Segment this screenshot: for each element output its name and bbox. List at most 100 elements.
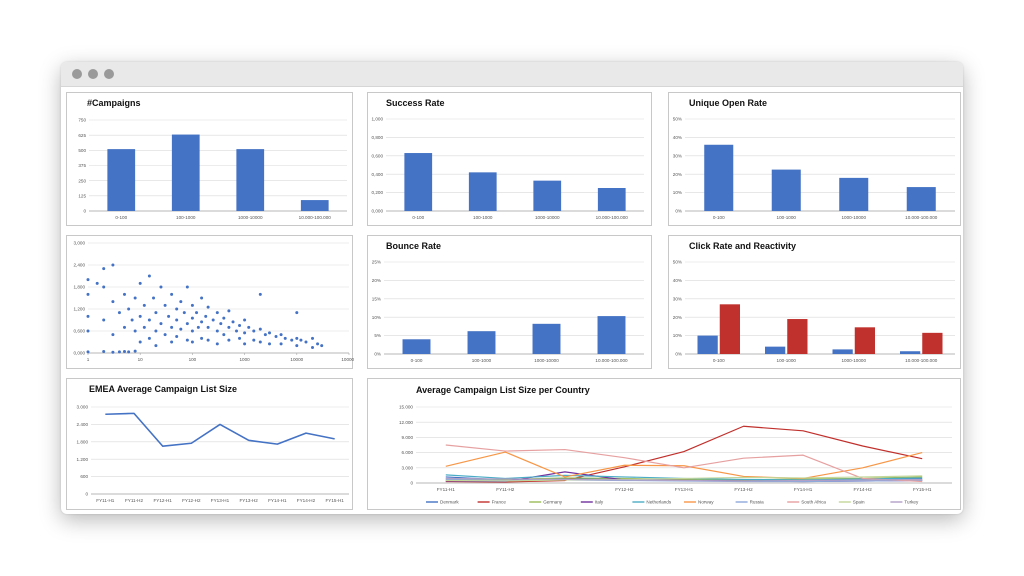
scatter-point — [274, 335, 278, 338]
bar — [906, 187, 936, 211]
scatter-point — [258, 292, 262, 296]
scatter-point — [170, 292, 174, 296]
chart-title: Unique Open Rate — [689, 98, 767, 108]
scatter-point — [258, 340, 262, 344]
panel-success-rate: Success Rate 0,000 0,200 0,400 0,600 0,800 1,0… — [367, 92, 652, 226]
scatter-point — [102, 285, 106, 289]
x-tick-label: 1000-10000 — [841, 215, 866, 220]
scatter-point — [243, 342, 247, 346]
scatter-point — [133, 329, 137, 333]
x-tick-label: FY11-H1 — [437, 487, 455, 492]
scatter-point — [163, 333, 167, 337]
chart-title: Average Campaign List Size per Country — [416, 385, 590, 395]
scatter-point — [170, 340, 174, 344]
scatter-point — [268, 342, 272, 346]
bar — [236, 149, 265, 211]
y-tick-label: 0,600 — [372, 153, 384, 158]
x-tick-label: FY15-H1 — [325, 498, 344, 503]
scatter-point — [311, 346, 315, 349]
y-tick-label: 1.200 — [77, 457, 89, 462]
panel-emea-avg: EMEA Average Campaign List Size 0 600 1.200… — [66, 378, 353, 510]
minimize-window-button[interactable] — [88, 69, 98, 79]
x-tick-label: 10 — [138, 357, 144, 362]
bar — [597, 188, 626, 211]
x-tick-label: FY12-H2 — [615, 487, 634, 492]
scatter-point — [154, 344, 158, 348]
y-tick-label: 1,000 — [372, 117, 384, 122]
x-tick-label: 1 — [87, 357, 90, 362]
scatter-point — [111, 350, 115, 354]
y-tick-label: 125 — [78, 193, 86, 198]
scatter-point — [219, 322, 223, 326]
scatter-point — [86, 350, 90, 354]
scatter-point — [95, 281, 99, 285]
x-tick-label: 100 — [189, 357, 197, 362]
y-tick-label: 40% — [673, 278, 682, 283]
scatter-point — [215, 342, 219, 346]
scatter-point — [190, 316, 194, 320]
y-tick-label: 20% — [372, 278, 381, 283]
series-line — [105, 412, 335, 447]
scatter-point — [290, 338, 294, 342]
emea-average-chart: EMEA Average Campaign List Size 0 600 1.200… — [77, 384, 349, 503]
y-tick-label: 3,000 — [74, 241, 86, 246]
y-tick-label: 10% — [372, 315, 381, 320]
scatter-point — [316, 342, 320, 346]
scatter-point — [279, 342, 283, 346]
scatter-point — [179, 327, 183, 331]
panel-scatter: 0,000 0,600 1,200 1,800 2,400 3,000 1 10 100 1000… — [66, 235, 354, 369]
y-tick-label: 2,400 — [74, 263, 86, 268]
scatter-point — [283, 336, 287, 340]
scatter-point — [238, 324, 242, 327]
x-tick-label: FY13-H1 — [675, 487, 694, 492]
x-tick-label: 0-100 — [115, 215, 127, 220]
scatter-point — [133, 296, 137, 300]
panel-unique-open-rate: Unique Open Rate 0% 10% 20% 30% 40% 50% 0-100 10… — [668, 92, 961, 226]
scatter-point — [243, 331, 247, 335]
y-tick-label: 0,000 — [74, 351, 86, 356]
y-tick-label: 15% — [372, 296, 381, 301]
scatter-point — [206, 338, 210, 342]
x-tick-label: FY14-H1 — [268, 498, 287, 503]
y-tick-label: 375 — [78, 163, 86, 168]
scatter-point — [86, 278, 90, 282]
x-tick-label: FY11-H1 — [96, 498, 114, 503]
scatter-point — [195, 311, 199, 315]
y-tick-label: 50% — [673, 260, 682, 265]
bar — [171, 134, 200, 211]
legend-label: Italy — [595, 500, 604, 505]
scatter-point — [138, 314, 142, 318]
zoom-window-button[interactable] — [104, 69, 114, 79]
x-tick-label: FY13-H2 — [239, 498, 258, 503]
bar — [404, 153, 433, 211]
chart-title: #Campaigns — [87, 98, 141, 108]
scatter-point — [138, 340, 142, 344]
x-tick-label: 1000-10000 — [534, 358, 559, 363]
scatter-point — [163, 303, 167, 307]
scatter-point — [227, 309, 231, 313]
series-line — [445, 425, 923, 483]
y-tick-label: 750 — [78, 118, 86, 123]
legend-label: Spain — [853, 500, 865, 505]
scatter-point — [206, 325, 210, 329]
scatter-point — [258, 327, 262, 331]
scatter-point — [159, 285, 163, 289]
scatter-point — [130, 318, 134, 322]
x-tick-label: 10.000-100.000 — [905, 358, 938, 363]
success-rate-chart: Success Rate 0,000 0,200 0,400 0,600 0,800 1,0… — [372, 98, 644, 220]
x-tick-label: 1000-10000 — [841, 358, 866, 363]
close-window-button[interactable] — [72, 69, 82, 79]
scatter-point — [252, 329, 256, 333]
y-tick-label: 3.000 — [402, 465, 414, 470]
chart-title: EMEA Average Campaign List Size — [89, 384, 237, 394]
bar — [922, 332, 943, 354]
y-tick-label: 625 — [78, 133, 86, 138]
x-tick-label: 10.000-100.000 — [299, 215, 332, 220]
scatter-point — [102, 350, 106, 354]
scatter-point — [182, 311, 186, 315]
scatter-point — [185, 338, 189, 342]
scatter-point — [295, 344, 299, 348]
legend-label: Russia — [750, 500, 764, 505]
series-line — [445, 475, 923, 482]
scatter-point — [152, 296, 156, 300]
